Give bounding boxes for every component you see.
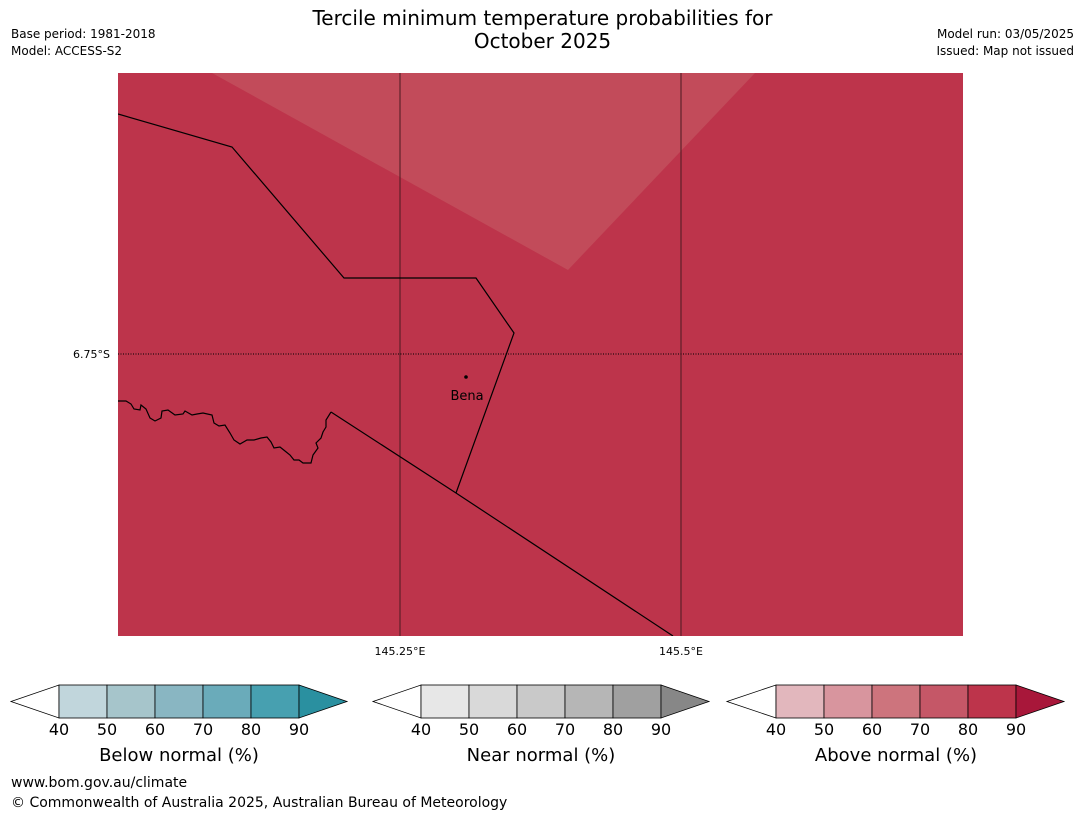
colorbar-above-normal-tick-label: 40 — [765, 720, 787, 739]
colorbar-above-normal-low-extension — [725, 684, 777, 719]
colorbar-below-normal-low-extension — [9, 684, 60, 719]
colorbar-below-normal-swatch — [106, 684, 156, 719]
meta-left: Base period: 1981-2018 Model: ACCESS-S2 — [11, 26, 156, 60]
colorbar-above-normal-swatch — [967, 684, 1017, 719]
colorbar-below-normal-tick-label: 80 — [240, 720, 262, 739]
lon-label-145-25: 145.25°E — [375, 645, 426, 658]
colorbar-near-normal-swatch — [564, 684, 614, 719]
base-period: Base period: 1981-2018 — [11, 27, 156, 41]
bena-label: Bena — [450, 389, 483, 404]
colorbar-near-normal-low-extension — [371, 684, 422, 719]
colorbar-near-normal-swatch — [516, 684, 566, 719]
map-area: Bena — [118, 73, 963, 636]
model-name: Model: ACCESS-S2 — [11, 44, 123, 58]
colorbar-below-normal — [9, 684, 349, 719]
colorbar-above-normal-swatch — [823, 684, 873, 719]
colorbar-below-normal-tick-label: 40 — [48, 720, 70, 739]
colorbar-above-normal-tick-label: 70 — [909, 720, 931, 739]
colorbar-above-normal-tick-label: 80 — [957, 720, 979, 739]
colorbar-below-normal-swatch — [250, 684, 300, 719]
colorbar-below-normal-tick-label: 50 — [96, 720, 118, 739]
colorbar-above-normal-title: Above normal (%) — [814, 745, 978, 766]
colorbar-above-normal — [725, 684, 1066, 719]
province-boundary — [118, 113, 515, 494]
colorbar-above-normal-tick-label: 90 — [1005, 720, 1027, 739]
map-region-above-70-80 — [212, 73, 755, 270]
colorbar-near-normal-high-extension — [660, 684, 711, 719]
colorbar-below-normal-high-extension — [298, 684, 349, 719]
colorbar-near-normal-swatch — [612, 684, 662, 719]
colorbar-near-normal-tick-label: 70 — [554, 720, 576, 739]
colorbar-above-normal-high-extension — [1015, 684, 1066, 719]
colorbar-above-normal-tick-label: 50 — [813, 720, 835, 739]
title-line-2: October 2025 — [473, 29, 612, 53]
colorbar-below-normal-swatch — [154, 684, 204, 719]
lat-label-6-75: 6.75°S — [73, 348, 110, 361]
colorbar-above-normal-swatch — [775, 684, 825, 719]
footer-url[interactable]: www.bom.gov.au/climate — [11, 775, 188, 791]
lon-label-145-5: 145.5°E — [659, 645, 703, 658]
coastline — [118, 400, 332, 464]
colorbar-near-normal-tick-label: 60 — [506, 720, 528, 739]
colorbar-below-normal-tick-label: 60 — [144, 720, 166, 739]
title-line-1: Tercile minimum temperature probabilitie… — [312, 6, 773, 30]
colorbar-below-normal-swatch — [58, 684, 108, 719]
colorbar-near-normal-tick-label: 50 — [458, 720, 480, 739]
colorbar-near-normal-swatch — [468, 684, 518, 719]
colorbar-below-normal-swatch — [202, 684, 252, 719]
colorbar-above-normal-swatch — [919, 684, 969, 719]
colorbar-above-normal-swatch — [871, 684, 921, 719]
colorbar-below-normal-tick-label: 90 — [288, 720, 310, 739]
province-boundary-south — [330, 411, 674, 636]
issued-status: Issued: Map not issued — [936, 44, 1074, 58]
map-title: Tercile minimum temperature probabilitie… — [0, 7, 1085, 53]
colorbar-below-normal-title: Below normal (%) — [99, 745, 259, 766]
colorbar-near-normal-title: Near normal (%) — [466, 745, 616, 766]
meta-right: Model run: 03/05/2025 Issued: Map not is… — [936, 26, 1074, 60]
colorbar-near-normal — [371, 684, 711, 719]
colorbar-near-normal-swatch — [420, 684, 470, 719]
colorbar-near-normal-tick-label: 80 — [602, 720, 624, 739]
colorbar-above-normal-tick-label: 60 — [861, 720, 883, 739]
colorbar-near-normal-tick-label: 90 — [650, 720, 672, 739]
footer-copyright: © Commonwealth of Australia 2025, Austra… — [11, 795, 508, 811]
colorbar-below-normal-tick-label: 70 — [192, 720, 214, 739]
colorbar-near-normal-tick-label: 40 — [410, 720, 432, 739]
model-run: Model run: 03/05/2025 — [936, 27, 1074, 41]
bena-marker — [464, 375, 468, 379]
